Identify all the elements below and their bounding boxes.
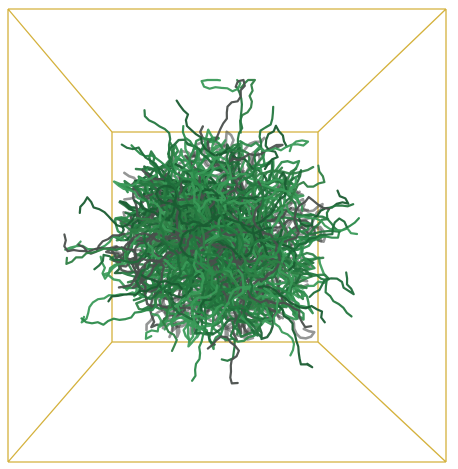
polymer-strand <box>246 290 313 329</box>
polymer-strand <box>288 217 360 241</box>
polymer-strand <box>65 247 131 265</box>
polymer-strand <box>252 180 281 285</box>
box-edge-depth <box>317 341 447 463</box>
polymer-strand <box>246 105 275 180</box>
polymer-strand <box>226 171 288 258</box>
polymer-strand <box>200 78 242 93</box>
polymer-strand <box>263 124 288 171</box>
polymer-strand <box>190 309 208 382</box>
polymer-strand <box>218 183 264 256</box>
polymer-strand <box>119 214 185 239</box>
polymer-strand <box>99 234 141 280</box>
polymer-strand <box>216 286 263 338</box>
polymer-strand <box>225 193 287 242</box>
polymer-strand <box>308 203 355 235</box>
polymer-strand <box>245 238 316 273</box>
polymer-strand <box>225 86 244 165</box>
polymer-strand <box>80 304 157 326</box>
polymer-strand <box>174 165 227 258</box>
polymer-strand <box>159 168 205 251</box>
polymer-strand <box>80 291 145 324</box>
polymer-strand <box>175 171 224 265</box>
polymer-strand <box>191 155 233 213</box>
polymer-strand <box>160 238 215 335</box>
polymer-strand <box>133 182 198 249</box>
polymer-strand <box>135 252 197 301</box>
polymer-strand <box>253 139 310 154</box>
polymer-strand <box>170 269 245 327</box>
polymer-strand <box>144 316 209 340</box>
polymer-strand <box>154 293 178 352</box>
polymer-strand <box>175 99 228 157</box>
polymer-strand <box>165 138 241 196</box>
polymer-strand <box>107 280 183 303</box>
polymer-strands <box>63 78 360 385</box>
polymer-strand <box>93 234 149 271</box>
polymer-strand <box>292 269 353 318</box>
polymer-strand <box>205 215 246 310</box>
polymer-strand <box>241 169 290 232</box>
polymer-strand <box>130 144 203 187</box>
polymer-strand <box>178 213 273 259</box>
polymer-strand <box>78 196 136 229</box>
polymer-strand <box>112 173 173 233</box>
polymer-strand <box>263 287 296 357</box>
polymer-strand <box>275 164 326 212</box>
polymer-strand <box>194 188 270 258</box>
box-edge-depth <box>7 341 113 463</box>
polymer-strand <box>220 294 242 362</box>
box-edge-depth <box>317 8 447 133</box>
polymer-strand <box>181 125 203 202</box>
polymer-strand <box>143 109 183 177</box>
polymer-strand <box>206 235 260 324</box>
polymer-strand <box>287 217 348 259</box>
polymer-strand <box>206 335 240 385</box>
polymer-strand <box>308 271 355 298</box>
polymer-strand <box>283 196 331 243</box>
polymer-strand <box>257 285 326 324</box>
box-edge-depth <box>7 8 113 133</box>
polymer-strand <box>277 304 314 369</box>
polymer-strand <box>120 143 180 198</box>
polymer-strand <box>214 78 246 141</box>
polymer-strand <box>64 235 126 251</box>
polymer-strand <box>134 234 235 272</box>
polymer-strand <box>166 256 212 291</box>
